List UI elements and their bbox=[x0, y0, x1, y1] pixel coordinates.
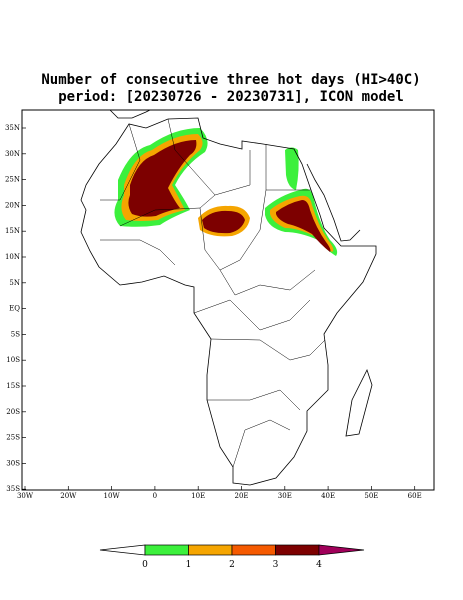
latitude-label: 15N bbox=[5, 227, 20, 235]
colorbar-label: 0 bbox=[142, 560, 148, 570]
latitude-label: EQ bbox=[9, 305, 20, 313]
latitude-label: 5N bbox=[9, 279, 20, 287]
latitude-label: 5S bbox=[11, 330, 20, 338]
latitude-label: 25N bbox=[5, 176, 20, 184]
latitude-label: 30N bbox=[5, 150, 20, 158]
colorbar-label: 1 bbox=[186, 560, 192, 570]
colorbar-high-triangle bbox=[318, 544, 365, 556]
colorbar-label: 2 bbox=[229, 560, 235, 570]
africa-coastline bbox=[80, 117, 377, 486]
longitude-label: 10E bbox=[191, 492, 205, 500]
latitude-label: 35N bbox=[5, 124, 20, 132]
map bbox=[21, 109, 435, 491]
latitude-label: 20N bbox=[5, 201, 20, 209]
longitude-label: 60E bbox=[408, 492, 422, 500]
map-frame bbox=[21, 109, 435, 491]
longitude-label: 50E bbox=[364, 492, 378, 500]
europe-coastline bbox=[109, 109, 151, 119]
latitude-label: 15S bbox=[6, 382, 20, 390]
madagascar-coastline bbox=[345, 368, 373, 437]
title-line: period: [20230726 - 20230731], ICON mode… bbox=[58, 89, 404, 105]
colorbar-segment bbox=[275, 544, 320, 556]
colorbar-label: 4 bbox=[316, 560, 322, 570]
title-line: Number of consecutive three hot days (HI… bbox=[41, 72, 420, 88]
longitude-label: 20W bbox=[60, 492, 77, 500]
longitude-label: 10W bbox=[104, 492, 121, 500]
latitude-label: 10N bbox=[5, 253, 20, 261]
longitude-label: 0 bbox=[153, 492, 157, 500]
latitude-label: 10S bbox=[6, 356, 20, 364]
arabia-coastline bbox=[306, 163, 361, 242]
longitude-label: 40E bbox=[321, 492, 335, 500]
colorbar-low-triangle bbox=[99, 544, 146, 556]
colorbar-segment bbox=[231, 544, 276, 556]
colorbar-segment bbox=[188, 544, 233, 556]
longitude-label: 30W bbox=[17, 492, 34, 500]
country-borders bbox=[100, 118, 326, 468]
latitude-label: 20S bbox=[6, 408, 20, 416]
colorbar-segment bbox=[144, 544, 189, 556]
hot-area-shading bbox=[114, 128, 338, 256]
latitude-label: 30S bbox=[6, 459, 20, 467]
longitude-label: 30E bbox=[278, 492, 292, 500]
latitude-label: 25S bbox=[6, 434, 20, 442]
colorbar-label: 3 bbox=[273, 560, 279, 570]
longitude-label: 20E bbox=[234, 492, 248, 500]
latitude-label: 35S bbox=[6, 485, 20, 493]
